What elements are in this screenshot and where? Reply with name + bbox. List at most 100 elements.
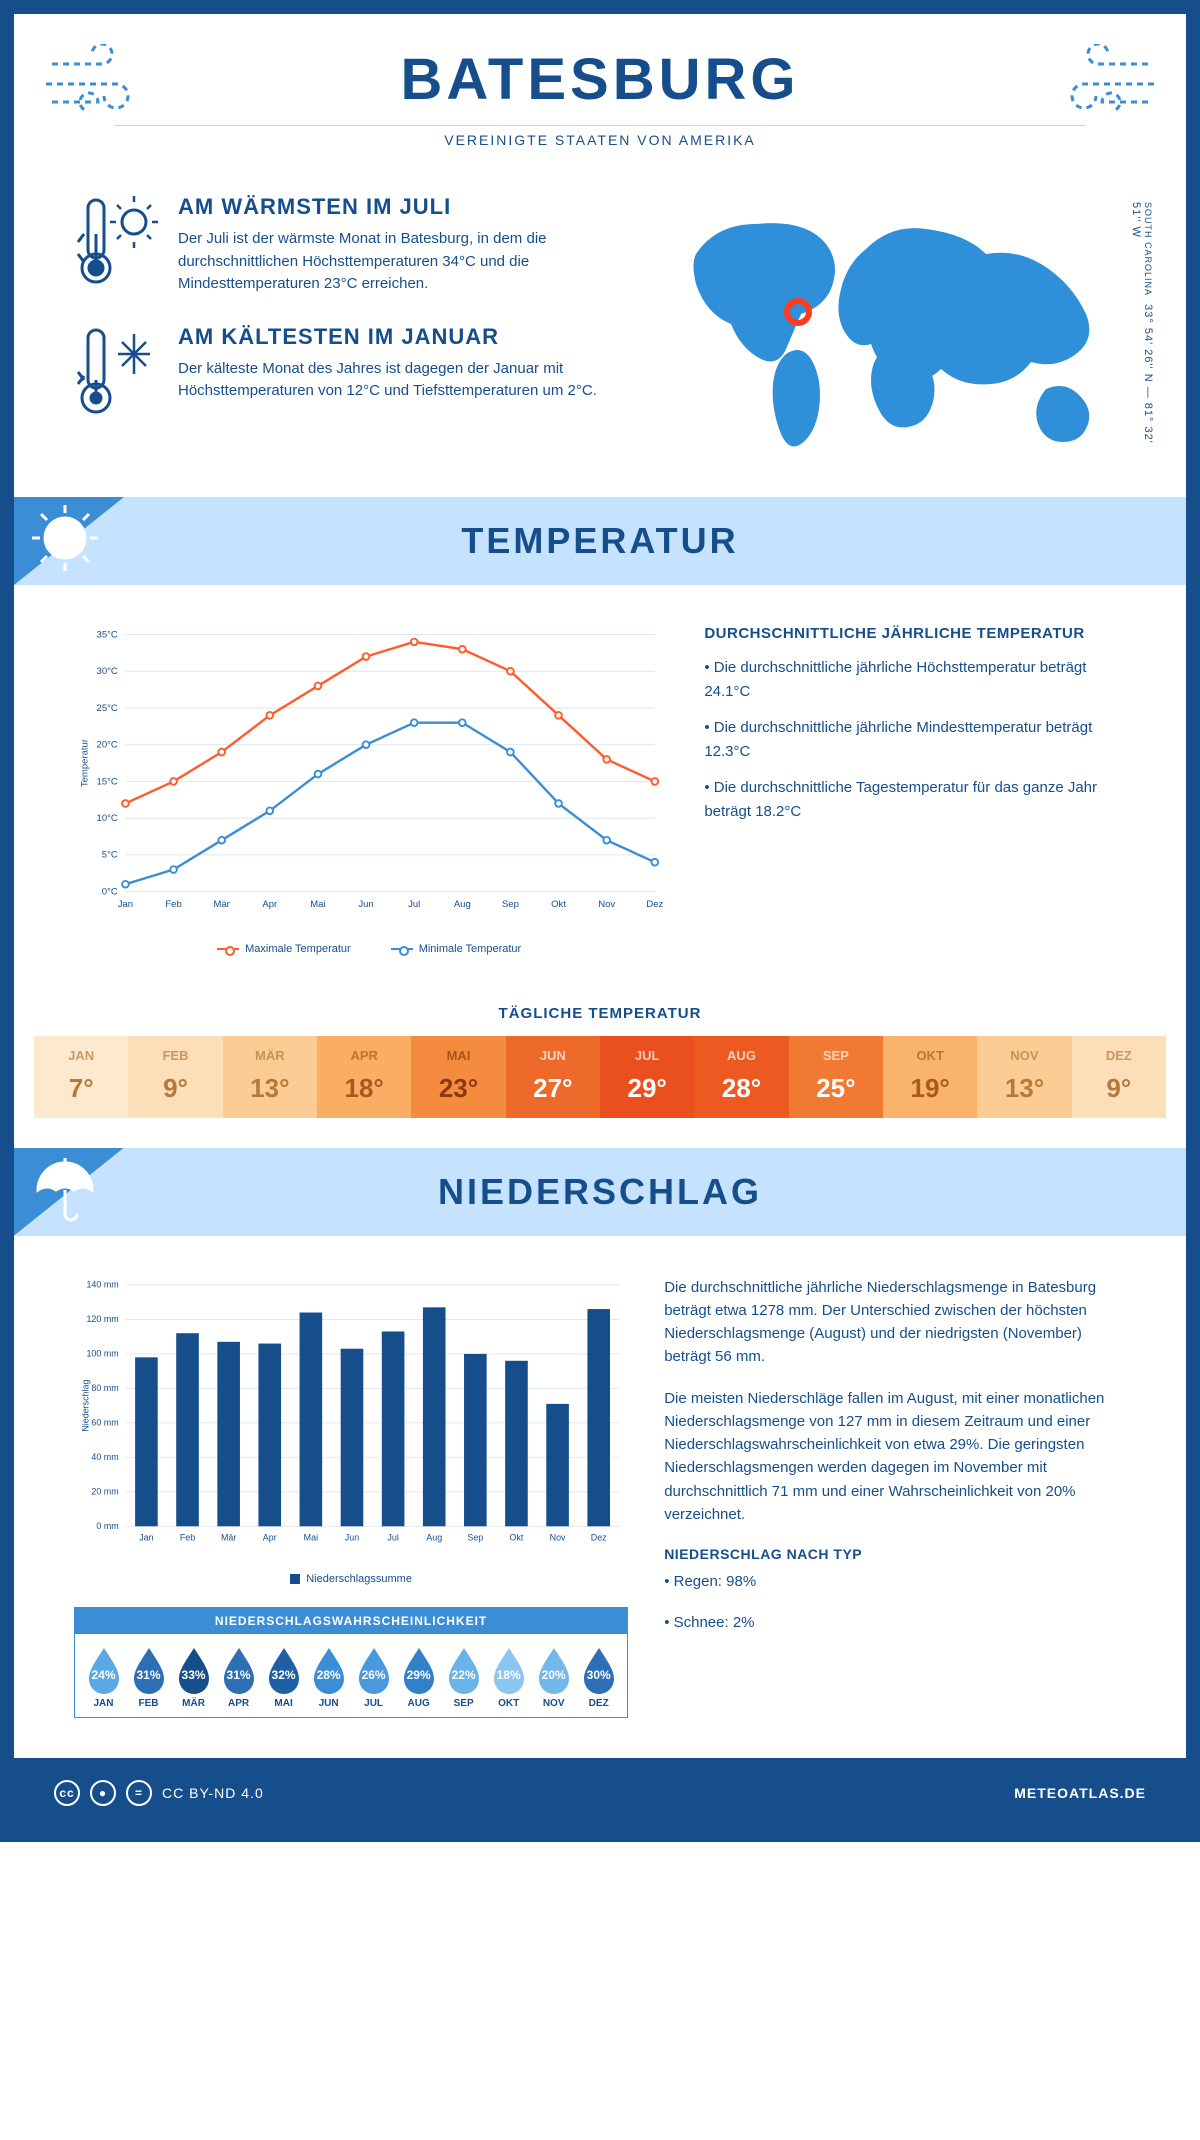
svg-text:Mär: Mär	[221, 1532, 236, 1542]
svg-text:0°C: 0°C	[102, 886, 118, 897]
svg-text:10°C: 10°C	[97, 813, 118, 824]
daily-cell: JUN27°	[506, 1036, 600, 1118]
svg-text:Dez: Dez	[591, 1532, 607, 1542]
prob-cell: 22% SEP	[441, 1646, 486, 1709]
svg-text:20 mm: 20 mm	[91, 1486, 118, 1496]
svg-text:Temperatur: Temperatur	[79, 738, 90, 787]
raindrop-icon: 29%	[400, 1646, 438, 1694]
prob-cell: 30% DEZ	[576, 1646, 621, 1709]
precipitation-banner: NIEDERSCHLAG	[14, 1148, 1186, 1236]
warmest-block: AM WÄRMSTEN IM JULI Der Juli ist der wär…	[74, 194, 626, 296]
raindrop-icon: 31%	[130, 1646, 168, 1694]
temp-summary-heading: DURCHSCHNITTLICHE JÄHRLICHE TEMPERATUR	[704, 625, 1126, 642]
prob-cell: 20% NOV	[531, 1646, 576, 1709]
thermometer-cold-icon	[74, 324, 160, 416]
intro-section: AM WÄRMSTEN IM JULI Der Juli ist der wär…	[14, 168, 1186, 489]
svg-text:Jul: Jul	[387, 1532, 398, 1542]
svg-text:Apr: Apr	[263, 1532, 277, 1542]
page-subtitle: VEREINIGTE STAATEN VON AMERIKA	[54, 132, 1146, 148]
svg-text:Dez: Dez	[646, 899, 663, 910]
prob-cell: 18% OKT	[486, 1646, 531, 1709]
svg-text:Feb: Feb	[165, 899, 181, 910]
svg-text:Jun: Jun	[345, 1532, 359, 1542]
raindrop-icon: 22%	[445, 1646, 483, 1694]
raindrop-icon: 20%	[535, 1646, 573, 1694]
raindrop-icon: 24%	[85, 1646, 123, 1694]
svg-text:120 mm: 120 mm	[86, 1314, 118, 1324]
page-title: BATESBURG	[54, 46, 1146, 113]
precipitation-summary: Die durchschnittliche jährliche Niedersc…	[664, 1276, 1126, 1718]
temperature-line-chart: 0°C5°C10°C15°C20°C25°C30°C35°CJanFebMärA…	[74, 625, 664, 955]
wind-icon	[42, 44, 152, 129]
svg-text:Feb: Feb	[180, 1532, 195, 1542]
temp-bullet: • Die durchschnittliche jährliche Mindes…	[704, 716, 1126, 764]
sun-icon	[28, 501, 102, 575]
prob-cell: 24% JAN	[81, 1646, 126, 1709]
svg-text:Jan: Jan	[118, 899, 133, 910]
daily-cell: FEB9°	[128, 1036, 222, 1118]
svg-text:Aug: Aug	[454, 899, 471, 910]
temp-bullet: • Die durchschnittliche Tagestemperatur …	[704, 776, 1126, 824]
precipitation-bar-chart: 0 mm20 mm40 mm60 mm80 mm100 mm120 mm140 …	[74, 1276, 628, 1585]
prob-cell: 31% APR	[216, 1646, 261, 1709]
header: BATESBURG VEREINIGTE STAATEN VON AMERIKA	[14, 14, 1186, 168]
svg-text:Jul: Jul	[408, 899, 420, 910]
raindrop-icon: 31%	[220, 1646, 258, 1694]
svg-text:80 mm: 80 mm	[91, 1383, 118, 1393]
raindrop-icon: 26%	[355, 1646, 393, 1694]
daily-cell: JUL29°	[600, 1036, 694, 1118]
temperature-legend: Maximale Temperatur Minimale Temperatur	[74, 943, 664, 955]
svg-text:Okt: Okt	[551, 899, 566, 910]
prob-cell: 26% JUL	[351, 1646, 396, 1709]
raindrop-icon: 30%	[580, 1646, 618, 1694]
prob-cell: 33% MÄR	[171, 1646, 216, 1709]
precip-probability-table: NIEDERSCHLAGSWAHRSCHEINLICHKEIT 24% JAN …	[74, 1607, 628, 1718]
daily-cell: NOV13°	[977, 1036, 1071, 1118]
daily-cell: MÄR13°	[223, 1036, 317, 1118]
precip-paragraph: Die meisten Niederschläge fallen im Augu…	[664, 1387, 1126, 1527]
daily-cell: APR18°	[317, 1036, 411, 1118]
cc-icon: cc	[54, 1780, 80, 1806]
svg-text:Jun: Jun	[358, 899, 373, 910]
svg-text:Niederschlag: Niederschlag	[80, 1379, 90, 1431]
svg-text:Nov: Nov	[598, 899, 615, 910]
daily-temp-title: TÄGLICHE TEMPERATUR	[14, 1005, 1186, 1022]
svg-text:Mai: Mai	[310, 899, 325, 910]
license-label: cc ● = CC BY-ND 4.0	[54, 1780, 264, 1806]
svg-text:5°C: 5°C	[102, 850, 118, 861]
daily-cell: OKT19°	[883, 1036, 977, 1118]
svg-text:Apr: Apr	[262, 899, 278, 910]
precip-type-bullet: • Regen: 98%	[664, 1570, 1126, 1593]
svg-text:0 mm: 0 mm	[96, 1521, 118, 1531]
warmest-title: AM WÄRMSTEN IM JULI	[178, 194, 626, 220]
svg-text:Sep: Sep	[502, 899, 519, 910]
thermometer-hot-icon	[74, 194, 160, 286]
svg-text:25°C: 25°C	[97, 703, 118, 714]
warmest-text: Der Juli ist der wärmste Monat in Batesb…	[178, 228, 626, 296]
svg-text:Sep: Sep	[467, 1532, 483, 1542]
svg-text:Mär: Mär	[213, 899, 230, 910]
prob-title: NIEDERSCHLAGSWAHRSCHEINLICHKEIT	[75, 1608, 627, 1634]
svg-text:Aug: Aug	[426, 1532, 442, 1542]
umbrella-icon	[28, 1152, 102, 1226]
daily-cell: MAI23°	[411, 1036, 505, 1118]
world-map: SOUTH CAROLINA 33° 54' 26'' N — 81° 32' …	[666, 194, 1126, 459]
svg-text:40 mm: 40 mm	[91, 1452, 118, 1462]
daily-cell: JAN7°	[34, 1036, 128, 1118]
infographic-page: BATESBURG VEREINIGTE STAATEN VON AMERIKA…	[0, 0, 1200, 1842]
section-title-temperature: TEMPERATUR	[461, 520, 738, 562]
precip-type-heading: NIEDERSCHLAG NACH TYP	[664, 1544, 1126, 1566]
daily-cell: DEZ9°	[1072, 1036, 1166, 1118]
prob-cell: 28% JUN	[306, 1646, 351, 1709]
prob-cell: 31% FEB	[126, 1646, 171, 1709]
svg-text:140 mm: 140 mm	[86, 1279, 118, 1289]
wind-icon	[1048, 44, 1158, 129]
svg-text:100 mm: 100 mm	[86, 1348, 118, 1358]
by-icon: ●	[90, 1780, 116, 1806]
coldest-block: AM KÄLTESTEN IM JANUAR Der kälteste Mona…	[74, 324, 626, 416]
svg-text:Nov: Nov	[550, 1532, 566, 1542]
svg-text:35°C: 35°C	[97, 629, 118, 640]
temp-bullet: • Die durchschnittliche jährliche Höchst…	[704, 656, 1126, 704]
nd-icon: =	[126, 1780, 152, 1806]
coldest-title: AM KÄLTESTEN IM JANUAR	[178, 324, 626, 350]
